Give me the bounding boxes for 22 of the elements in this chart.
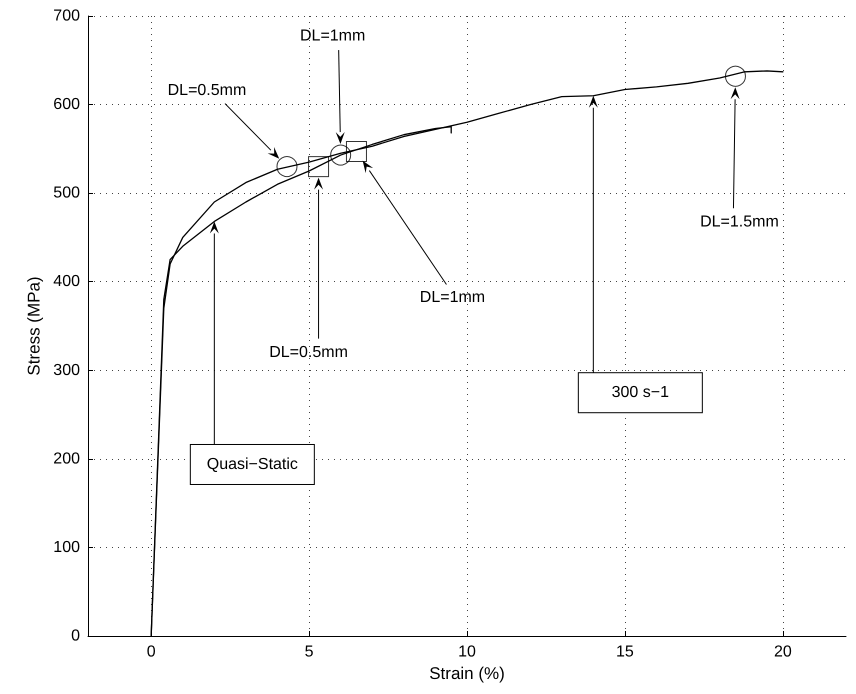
x-tick-label: 0 [146,644,156,660]
annotation: Quasi−Static [206,456,298,473]
annotation: 300 s−1 [612,384,670,402]
annotation: DL=0.5mm [269,344,348,362]
annotation: DL=1.5mm [700,214,779,231]
y-tick-label: 100 [53,538,80,556]
annotation: DL=1mm [420,289,486,306]
x-axis-title: Strain (%) [429,664,505,683]
x-tick-label: 5 [304,644,314,660]
y-tick-label: 500 [53,184,80,202]
y-tick-label: 200 [53,450,80,468]
y-tick-label: 300 [53,362,80,379]
annotation: DL=0.5mm [168,82,246,100]
y-tick-label: 400 [53,273,80,290]
x-tick-label: 15 [616,644,634,660]
y-tick-label: 600 [53,96,80,114]
y-tick-label: 700 [53,8,80,24]
y-tick-label: 0 [71,628,80,644]
y-axis-title: Stress (MPa) [24,276,44,376]
annotation: DL=1mm [300,28,366,45]
x-tick-label: 20 [774,644,792,660]
x-tick-label: 10 [458,644,476,660]
